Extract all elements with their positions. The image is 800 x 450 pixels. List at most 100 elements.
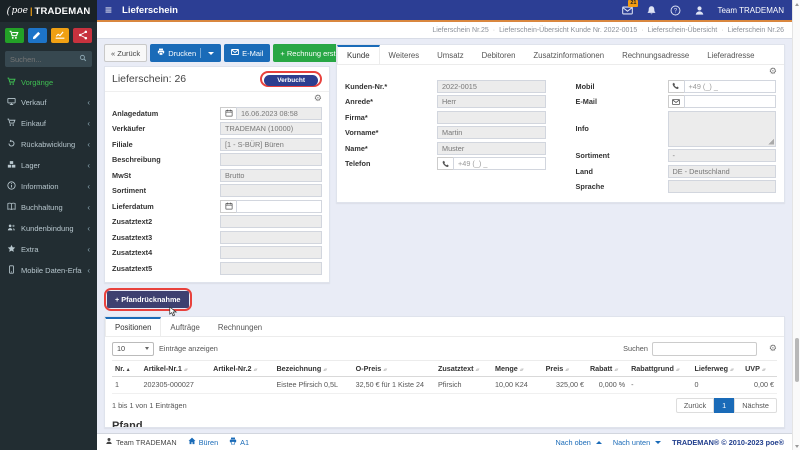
user-icon[interactable] <box>693 4 705 16</box>
zusatztext2-input[interactable] <box>220 215 322 228</box>
tab-zusatzinformationen[interactable]: Zusatzinformationen <box>533 51 605 60</box>
column-header-artikelnr1[interactable]: Artikel-Nr.1 <box>140 359 211 377</box>
sidebar-item-lager[interactable]: Lager ‹ <box>0 155 97 176</box>
zusatztext3-input[interactable] <box>220 230 322 244</box>
tab-debitoren[interactable]: Debitoren <box>481 51 516 60</box>
share-quick-button[interactable] <box>73 28 92 43</box>
gear-icon[interactable] <box>769 344 777 354</box>
calendar-icon[interactable] <box>220 106 236 120</box>
column-header-bezeichnung[interactable]: Bezeichnung <box>273 359 353 377</box>
tab-auftraege[interactable]: Aufträge <box>170 322 200 332</box>
sidebar-search-input[interactable] <box>10 54 79 64</box>
notifications-bell-button[interactable] <box>645 4 657 16</box>
sidebar-item-einkauf[interactable]: Einkauf ‹ <box>0 113 97 134</box>
hamburger-menu-icon[interactable]: ≡ <box>105 3 113 17</box>
tab-positionen[interactable]: Positionen <box>105 316 162 336</box>
tab-weiteres[interactable]: Weiteres <box>388 51 420 60</box>
tab-kunde[interactable]: Kunde <box>337 45 380 64</box>
scrollbar-thumb[interactable] <box>794 337 799 382</box>
pagination-prev-button[interactable]: Zurück <box>675 397 715 413</box>
sidebar-section-vorgaenge[interactable]: Vorgänge <box>0 73 97 92</box>
delivery-note-panel: Lieferschein: 26 Verbucht Anlagedatum 16… <box>104 66 330 283</box>
cell-zusatztext: Pfirsich <box>434 376 492 394</box>
table-search-input[interactable] <box>651 341 757 356</box>
land-input[interactable]: DE - Deutschland <box>667 164 776 178</box>
column-header-menge[interactable]: Menge <box>491 359 543 377</box>
pagination-next-button[interactable]: Nächste <box>734 397 777 413</box>
beschreibung-input[interactable] <box>220 153 322 166</box>
breadcrumb-item[interactable]: Lieferschein-Übersicht Kunde Nr. 2022-00… <box>499 26 638 34</box>
tab-umsatz[interactable]: Umsatz <box>437 51 464 60</box>
column-header-nr[interactable]: Nr. <box>112 359 141 377</box>
tab-rechnungen[interactable]: Rechnungen <box>217 322 263 332</box>
sidebar-item-mobile-daten-erfassung[interactable]: Mobile Daten-Erfassung ‹ <box>0 260 97 281</box>
sidebar-item-rueckabwicklung[interactable]: Rückabwicklung ‹ <box>0 134 97 155</box>
scrollbar-down-arrow[interactable] <box>793 442 800 450</box>
topbar-user-name[interactable]: Team TRADEMAN <box>717 5 784 15</box>
scroll-to-top-link[interactable]: Nach oben <box>556 438 602 447</box>
kundennr-input[interactable]: 2022-0015 <box>437 79 546 93</box>
anlagedatum-input[interactable]: 16.06.2023 08:58 <box>236 106 322 120</box>
breadcrumb-item[interactable]: Lieferschein Nr.25 <box>432 26 489 34</box>
print-button[interactable]: Drucken <box>150 44 222 62</box>
messages-button[interactable]: 21 <box>621 0 639 16</box>
verkaeufer-input[interactable]: TRADEMAN (10000) <box>220 122 322 135</box>
firma-input[interactable] <box>437 110 546 124</box>
scroll-to-bottom-link[interactable]: Nach unten <box>613 438 662 447</box>
info-textarea[interactable] <box>667 110 776 147</box>
breadcrumb-item[interactable]: Lieferschein-Übersicht <box>647 26 718 34</box>
email-button[interactable]: E-Mail <box>224 44 271 62</box>
chart-quick-button[interactable] <box>50 28 70 43</box>
edit-quick-button[interactable] <box>27 28 47 43</box>
table-row[interactable]: 1 202305-000027 Eistee Pfirsich 0,5L 32,… <box>112 376 777 394</box>
footer-printer[interactable]: A1 <box>229 437 249 447</box>
pfandruecknahme-button[interactable]: + Pfandrücknahme <box>107 290 189 308</box>
vertical-scrollbar[interactable] <box>792 0 800 450</box>
app-logo[interactable]: (poe | TRADEMAN <box>0 0 97 22</box>
mwst-input[interactable]: Brutto <box>220 168 322 182</box>
lieferdatum-input[interactable] <box>236 199 322 213</box>
column-header-rabatt[interactable]: Rabatt <box>586 359 629 377</box>
pagination-page-1[interactable]: 1 <box>714 397 735 413</box>
zusatztext5-input[interactable] <box>220 261 322 275</box>
sprache-input[interactable] <box>667 180 776 193</box>
column-header-artikelnr2[interactable]: Artikel-Nr.2 <box>210 359 274 377</box>
email-input[interactable] <box>683 95 776 108</box>
page-size-select[interactable]: 10 <box>112 341 154 356</box>
sidebar-item-kundenbindung[interactable]: Kundenbindung ‹ <box>0 218 97 239</box>
footer-user[interactable]: Team TRADEMAN <box>105 437 177 447</box>
sidebar-item-buchhaltung[interactable]: Buchhaltung ‹ <box>0 197 97 218</box>
column-header-opreis[interactable]: O-Preis <box>352 359 435 377</box>
telefon-input[interactable]: +49 (_) _ <box>453 157 546 170</box>
scrollbar-up-arrow[interactable] <box>793 0 800 8</box>
sidebar-item-information[interactable]: Information ‹ <box>0 176 97 197</box>
calendar-icon[interactable] <box>220 199 236 213</box>
cart-quick-button[interactable] <box>5 28 24 43</box>
help-button[interactable]: ? <box>669 4 681 16</box>
column-header-zusatztext[interactable]: Zusatztext <box>434 359 492 377</box>
column-header-uvp[interactable]: UVP <box>742 359 777 377</box>
footer-branch[interactable]: Büren <box>188 437 218 447</box>
vorname-input[interactable]: Martin <box>437 126 546 139</box>
cart-icon <box>7 77 16 88</box>
column-header-preis[interactable]: Preis <box>542 359 587 377</box>
back-button[interactable]: « Zurück <box>104 44 148 62</box>
zusatztext4-input[interactable] <box>220 246 322 259</box>
tab-lieferadresse[interactable]: Lieferadresse <box>707 51 755 60</box>
sidebar-item-extra[interactable]: Extra ‹ <box>0 239 97 260</box>
anrede-input[interactable]: Herr <box>437 95 546 108</box>
column-header-rabattgrund[interactable]: Rabattgrund <box>628 359 692 377</box>
breadcrumb-item[interactable]: Lieferschein Nr.26 <box>727 26 784 34</box>
mobil-input[interactable]: +49 (_) _ <box>683 79 776 93</box>
name-input[interactable]: Muster <box>437 141 546 155</box>
sidebar-item-verkauf[interactable]: Verkauf ‹ <box>0 92 97 113</box>
filiale-input[interactable]: [1 - S-BÜR] Büren <box>220 137 322 151</box>
gear-icon[interactable] <box>314 94 322 104</box>
tab-rechnungsadresse[interactable]: Rechnungsadresse <box>622 51 690 60</box>
copyright-text[interactable]: TRADEMAN® © 2010-2023 poe® <box>672 437 784 447</box>
column-header-lieferweg[interactable]: Lieferweg <box>691 359 743 377</box>
sortiment-kunde-input[interactable]: - <box>667 149 776 162</box>
sortiment-input[interactable] <box>220 184 322 197</box>
gear-icon[interactable] <box>769 67 777 77</box>
